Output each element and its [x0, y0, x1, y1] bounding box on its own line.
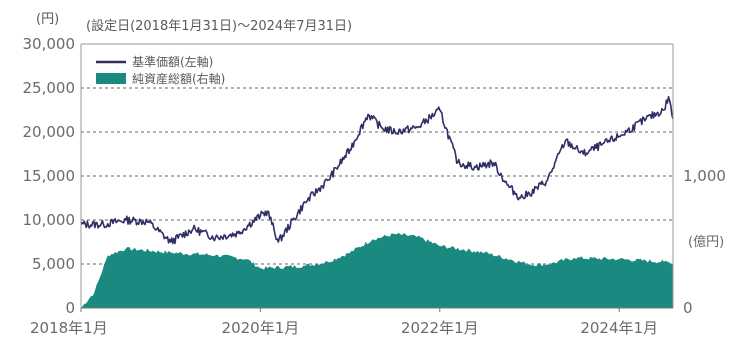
legend-swatch-aum: [96, 73, 126, 84]
x-tick-label: 2024年1月: [580, 319, 658, 337]
grid: [81, 87, 673, 265]
chart-subtitle: (設定日(2018年1月31日)～2024年7月31日): [86, 18, 352, 34]
legend-label-aum: 純資産総額(右軸): [132, 71, 225, 86]
y-tick-label-left: 15,000: [23, 167, 76, 185]
tick-labels: 0 5,000 10,000 15,000 20,000 25,000 30,000 0 1,0…: [23, 35, 726, 337]
x-tick-label: 2022年1月: [401, 319, 479, 337]
axes: [80, 43, 674, 309]
aum-area-layer: [81, 232, 673, 308]
left-axis-unit: (円): [36, 12, 59, 27]
y-tick-label-left: 25,000: [23, 79, 76, 97]
y-tick-label-left: 30,000: [23, 35, 76, 53]
y-tick-label-right: 1,000: [683, 167, 726, 185]
y-tick-label-left: 10,000: [23, 211, 76, 229]
nav-line-layer: [80, 96, 674, 245]
nav-line: [80, 96, 674, 245]
y-tick-label-left: 0: [65, 299, 75, 317]
y-tick-label-left: 5,000: [32, 255, 75, 273]
legend: 基準価額(左軸) 純資産総額(右軸): [96, 54, 225, 86]
x-tick-label: 2020年1月: [222, 319, 300, 337]
x-tick-label: 2018年1月: [30, 319, 108, 337]
aum-area: [81, 232, 673, 308]
legend-label-nav: 基準価額(左軸): [132, 54, 213, 69]
y-tick-label-left: 20,000: [23, 123, 76, 141]
right-axis-unit: (億円): [688, 234, 724, 250]
y-tick-label-right: 0: [683, 299, 693, 317]
